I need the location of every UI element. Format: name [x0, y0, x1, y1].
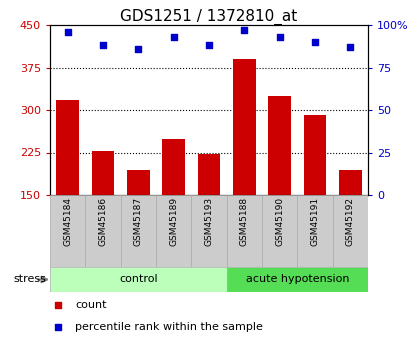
- Point: [206, 43, 213, 48]
- Text: percentile rank within the sample: percentile rank within the sample: [75, 322, 263, 332]
- Bar: [162, 139, 185, 195]
- Bar: [192, 195, 227, 267]
- Bar: [85, 195, 121, 267]
- Title: GDS1251 / 1372810_at: GDS1251 / 1372810_at: [121, 9, 298, 25]
- Text: GSM45184: GSM45184: [63, 197, 72, 246]
- Bar: [233, 59, 256, 195]
- Bar: [56, 100, 79, 195]
- Bar: [227, 267, 368, 292]
- Bar: [262, 195, 297, 267]
- Text: GSM45187: GSM45187: [134, 197, 143, 246]
- Point: [170, 34, 177, 40]
- Bar: [50, 267, 227, 292]
- Bar: [92, 151, 115, 195]
- Bar: [339, 169, 362, 195]
- Text: GSM45193: GSM45193: [205, 197, 213, 246]
- Point: [347, 45, 354, 50]
- Bar: [227, 195, 262, 267]
- Bar: [156, 195, 192, 267]
- Bar: [333, 195, 368, 267]
- Point: [55, 303, 62, 308]
- Point: [135, 46, 142, 51]
- Text: GSM45189: GSM45189: [169, 197, 178, 246]
- Point: [100, 43, 106, 48]
- Text: acute hypotension: acute hypotension: [246, 275, 349, 285]
- Text: GSM45190: GSM45190: [275, 197, 284, 246]
- Bar: [197, 154, 220, 195]
- Text: control: control: [119, 275, 158, 285]
- Point: [55, 324, 62, 329]
- Bar: [127, 169, 150, 195]
- Text: GSM45186: GSM45186: [99, 197, 108, 246]
- Bar: [50, 195, 85, 267]
- Text: GSM45192: GSM45192: [346, 197, 355, 246]
- Text: GSM45191: GSM45191: [310, 197, 320, 246]
- Point: [276, 34, 283, 40]
- Text: GSM45188: GSM45188: [240, 197, 249, 246]
- Point: [312, 39, 318, 45]
- Text: count: count: [75, 300, 107, 310]
- Text: stress: stress: [13, 275, 46, 285]
- Point: [64, 29, 71, 34]
- Point: [241, 27, 248, 33]
- Bar: [297, 195, 333, 267]
- Bar: [121, 195, 156, 267]
- Bar: [268, 96, 291, 195]
- Bar: [304, 115, 326, 195]
